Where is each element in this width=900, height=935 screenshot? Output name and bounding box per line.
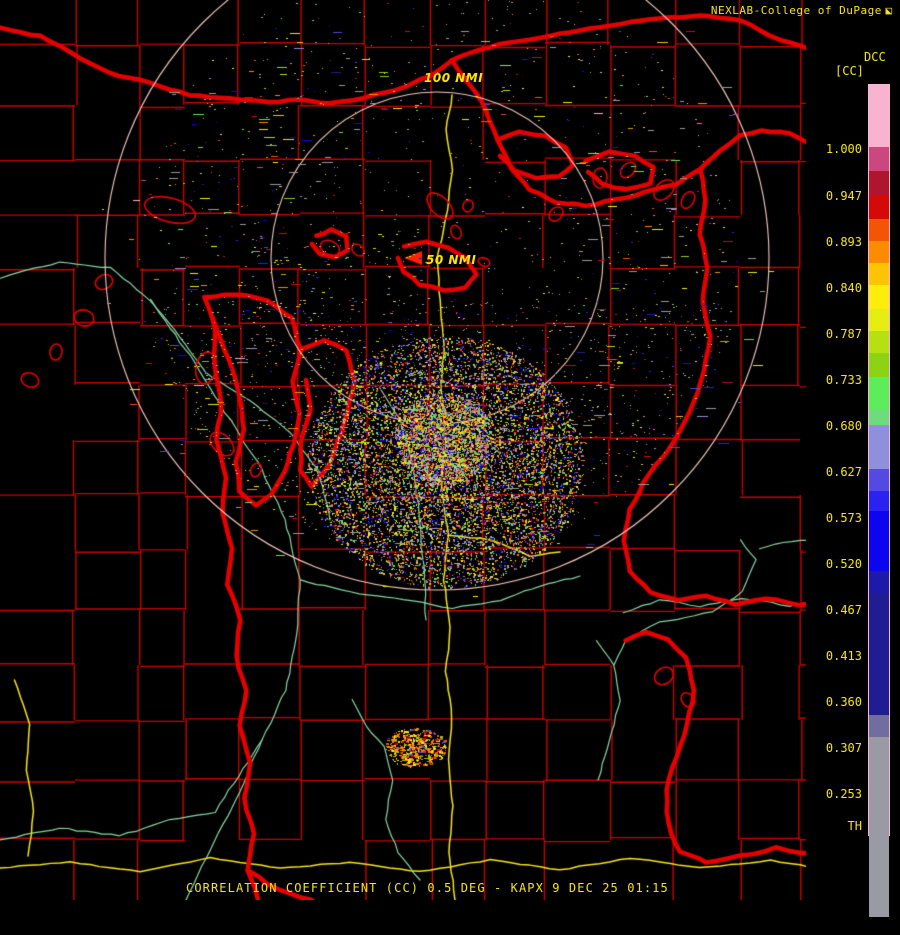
radar-map-canvas[interactable]	[0, 0, 900, 900]
colorbar-segment	[869, 425, 889, 469]
colorbar-tick: 0.413	[825, 649, 862, 663]
colorbar-segment	[869, 377, 889, 409]
colorbar-tick: 0.573	[825, 511, 862, 525]
colorbar-segment	[869, 353, 889, 377]
colorbar-segment	[869, 285, 889, 309]
colorbar-segment	[869, 171, 889, 195]
colorbar-segment	[869, 571, 889, 593]
colorbar-tick: 0.680	[825, 419, 862, 433]
colorbar-segment	[869, 469, 889, 491]
colorbar-segment	[869, 715, 889, 737]
colorbar-tick: 0.627	[825, 465, 862, 479]
colorbar-segment	[869, 263, 889, 285]
colorbar-segment	[869, 511, 889, 571]
colorbar-tick: 0.520	[825, 557, 862, 571]
colorbar-segment	[869, 331, 889, 353]
colorbar-segment	[869, 241, 889, 263]
colorbar-segment	[869, 309, 889, 331]
colorbar-segment	[869, 195, 889, 219]
colorbar-tick: 0.307	[825, 741, 862, 755]
colorbar: DCC [CC] 1.000 0.947 0.893 0.840 0.787 0.733 0…	[812, 44, 900, 935]
colorbar-tick: 0.893	[825, 235, 862, 249]
colorbar-tick: 0.253	[825, 787, 862, 801]
product-footer: CORRELATION COEFFICIENT (CC) 0.5 DEG - K…	[186, 881, 669, 895]
colorbar-threshold-label: TH	[847, 819, 862, 833]
colorbar-tick: 1.000	[825, 142, 862, 156]
colorbar-tick: 0.733	[825, 373, 862, 387]
range-ring-label-100nmi: 100 NMI	[424, 71, 484, 85]
colorbar-segment	[869, 219, 889, 241]
colorbar-segment	[869, 491, 889, 511]
colorbar-segment	[869, 85, 889, 147]
flag-icon: ◪	[884, 4, 892, 17]
colorbar-segment	[869, 917, 889, 935]
colorbar-segment	[869, 737, 889, 917]
colorbar-segment	[869, 147, 889, 171]
colorbar-tick: 0.840	[825, 281, 862, 295]
provider-header: NEXLAB-College of DuPage ◪	[711, 4, 892, 17]
colorbar-tick: 0.787	[825, 327, 862, 341]
colorbar-tick-labels: 1.000 0.947 0.893 0.840 0.787 0.733 0.680 0.627…	[812, 84, 864, 836]
colorbar-segment	[869, 593, 889, 715]
colorbar-gradient[interactable]	[868, 84, 890, 935]
colorbar-tick: 0.360	[825, 695, 862, 709]
colorbar-product-name: DCC	[864, 50, 886, 64]
colorbar-tick: 0.947	[825, 189, 862, 203]
provider-label: NEXLAB-College of DuPage	[710, 4, 882, 17]
range-ring-label-50nmi: 50 NMI	[426, 253, 477, 267]
colorbar-segment	[869, 409, 889, 425]
colorbar-unit-label: [CC]	[835, 64, 864, 78]
colorbar-tick: 0.467	[825, 603, 862, 617]
